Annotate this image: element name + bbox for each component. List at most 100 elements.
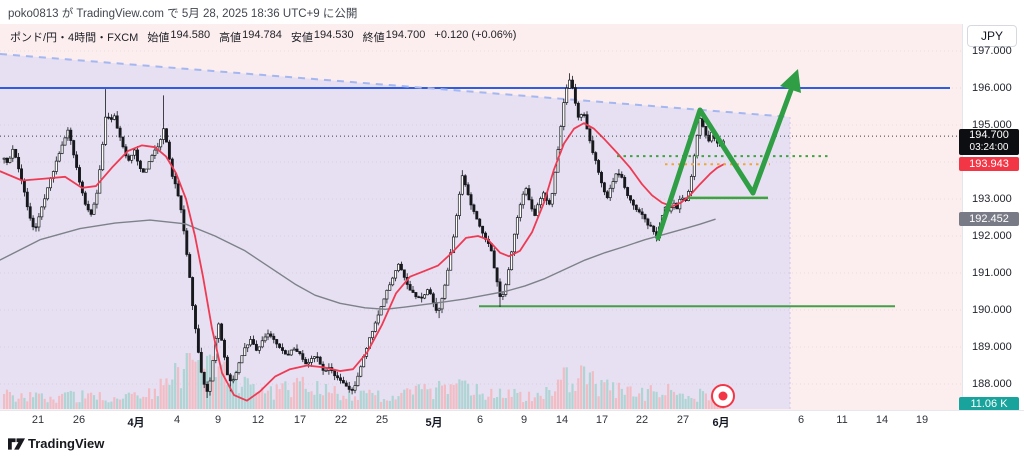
volume-bar bbox=[539, 395, 542, 409]
currency-toggle-button[interactable]: JPY bbox=[967, 25, 1017, 47]
candle-body bbox=[159, 139, 163, 148]
candle-body bbox=[600, 172, 603, 184]
highlight-region[interactable] bbox=[0, 54, 790, 409]
volume-bar bbox=[614, 398, 618, 409]
candle-body bbox=[101, 144, 105, 171]
candle-body bbox=[446, 269, 450, 286]
volume-bar bbox=[191, 359, 194, 409]
volume-bar bbox=[229, 383, 232, 409]
volume-bar bbox=[130, 393, 133, 409]
candle-body bbox=[347, 385, 351, 390]
candle-body bbox=[20, 168, 23, 181]
candle-body bbox=[225, 356, 229, 376]
volume-bar bbox=[324, 384, 328, 409]
candle-body bbox=[304, 359, 308, 365]
time-tick-label: 17 bbox=[595, 414, 609, 426]
candle-body bbox=[208, 380, 212, 392]
candle-body bbox=[620, 174, 624, 178]
price-tick-label: 188.000 bbox=[972, 378, 1012, 390]
candle-body bbox=[533, 208, 537, 216]
volume-bar bbox=[95, 399, 98, 409]
candle-body bbox=[49, 178, 52, 189]
candle-body bbox=[286, 353, 290, 356]
volume-bar bbox=[664, 395, 667, 409]
volume-bar bbox=[124, 394, 127, 409]
symbol-title[interactable]: ポンド/円・4時間・FXCM bbox=[10, 32, 139, 44]
tradingview-brand-link[interactable]: TradingView bbox=[28, 436, 105, 451]
volume-bar bbox=[275, 384, 278, 409]
candle-body bbox=[333, 370, 337, 377]
volume-bar bbox=[522, 402, 525, 409]
candle-body bbox=[695, 134, 699, 157]
candle-body bbox=[617, 173, 621, 176]
volume-bar bbox=[104, 400, 107, 409]
candle-body bbox=[254, 343, 258, 351]
volume-bar bbox=[498, 388, 502, 409]
candle-body bbox=[66, 129, 70, 139]
volume-bar bbox=[655, 391, 658, 409]
volume-bar bbox=[14, 401, 17, 409]
volume-bar bbox=[606, 379, 609, 409]
tradingview-logo-icon[interactable] bbox=[8, 437, 25, 451]
candle-body bbox=[260, 340, 264, 348]
volume-bar bbox=[34, 392, 38, 409]
volume-bar bbox=[458, 379, 461, 409]
price-scale[interactable]: JPY 197.000 196.000 195.000 193.000 192.000 1… bbox=[959, 24, 1024, 411]
volume-bar bbox=[649, 385, 652, 409]
chart-canvas[interactable] bbox=[0, 24, 962, 410]
candle-body bbox=[22, 179, 26, 193]
candle-body bbox=[344, 382, 348, 387]
volume-bar bbox=[385, 400, 388, 409]
candle-body bbox=[141, 168, 145, 173]
candle-body bbox=[504, 284, 508, 295]
volume-bar bbox=[121, 398, 125, 409]
volume-bar bbox=[142, 396, 145, 409]
candle-body bbox=[118, 127, 122, 138]
candle-body bbox=[312, 356, 316, 359]
candle-body bbox=[626, 187, 630, 196]
chart-legend[interactable]: ポンド/円・4時間・FXCM 始値 194.580 高値 194.784 安値 194… bbox=[10, 29, 516, 45]
volume-bar bbox=[78, 402, 81, 409]
candle-body bbox=[457, 193, 461, 217]
price-tick-label: 190.000 bbox=[972, 304, 1012, 316]
volume-bar bbox=[562, 367, 565, 409]
candle-body bbox=[585, 114, 589, 130]
candle-body bbox=[608, 187, 612, 199]
volume-bar bbox=[496, 396, 499, 409]
volume-value-badge: 11.06 K bbox=[959, 397, 1019, 411]
volume-bar bbox=[342, 395, 345, 409]
candle-body bbox=[573, 87, 577, 104]
volume-bar bbox=[177, 367, 180, 409]
candle-body bbox=[492, 250, 496, 269]
last-price-badge: 194.700 03:24:00 bbox=[959, 129, 1019, 156]
volume-bar bbox=[295, 377, 299, 409]
volume-bar bbox=[594, 383, 597, 409]
volume-bar bbox=[266, 390, 270, 409]
candle-body bbox=[507, 269, 511, 286]
volume-bar bbox=[63, 392, 67, 409]
volume-bar bbox=[464, 380, 467, 409]
price-tick-label: 192.000 bbox=[972, 230, 1012, 242]
volume-bar bbox=[623, 394, 626, 409]
projection-arrow[interactable] bbox=[655, 87, 794, 241]
volume-bar bbox=[638, 393, 641, 409]
candle-body bbox=[188, 254, 192, 278]
time-scale[interactable]: 21 26 4月 4 9 12 17 22 25 5月 6 9 14 17 22 27 6月 6 11 14 19 bbox=[0, 410, 1024, 429]
projection-arrow-head[interactable] bbox=[780, 69, 801, 93]
candle-body bbox=[440, 298, 444, 310]
bar-countdown: 03:24:00 bbox=[969, 142, 1009, 154]
volume-bar bbox=[133, 392, 136, 409]
descending-trendline[interactable] bbox=[0, 53, 791, 118]
volume-bar bbox=[684, 398, 687, 409]
candle-body bbox=[510, 251, 514, 271]
volume-bar bbox=[310, 391, 313, 409]
volume-bar bbox=[397, 396, 400, 409]
time-tick-label: 19 bbox=[915, 414, 929, 426]
candle-body bbox=[414, 292, 418, 298]
time-tick-label: 14 bbox=[875, 414, 889, 426]
candle-body bbox=[86, 203, 90, 211]
candle-body bbox=[199, 352, 203, 373]
candle-body bbox=[463, 175, 467, 186]
volume-bar bbox=[92, 395, 96, 409]
